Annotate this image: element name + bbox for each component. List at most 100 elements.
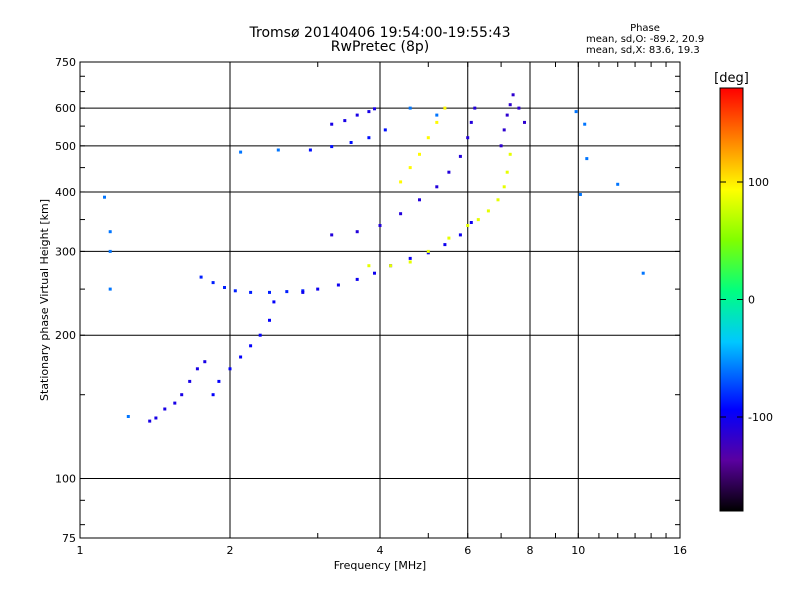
echo-point	[616, 182, 620, 186]
echo-point	[496, 198, 500, 202]
echo-point	[447, 236, 451, 240]
echo-point	[418, 152, 421, 156]
echo-point	[508, 103, 512, 107]
echo-point	[583, 122, 587, 126]
echo-point	[443, 106, 447, 110]
colorbar-tick-label: 0	[748, 294, 755, 307]
echo-point	[336, 283, 340, 287]
x-tick-label: 16	[673, 544, 687, 557]
echo-point	[301, 290, 305, 294]
echo-point	[517, 106, 521, 110]
echo-point	[330, 122, 334, 126]
x-tick-label: 4	[377, 544, 384, 557]
y-tick-label: 100	[55, 473, 76, 486]
echo-point	[389, 264, 393, 268]
echo-point	[272, 300, 276, 304]
echo-point	[355, 277, 359, 281]
phase-stats-x-mode: mean, sd,X: 83.6, 19.3	[586, 45, 700, 56]
echo-point	[458, 154, 462, 158]
echo-point	[233, 289, 237, 293]
echo-point	[458, 233, 462, 237]
echo-point	[268, 318, 271, 322]
x-tick-label: 1	[77, 544, 84, 557]
echo-point	[223, 286, 226, 289]
echo-point	[188, 379, 192, 383]
echo-point	[173, 401, 177, 405]
echo-point	[508, 152, 512, 156]
echo-point	[426, 136, 430, 140]
echo-point	[435, 185, 439, 189]
echo-point	[578, 193, 582, 196]
echo-point	[435, 113, 439, 117]
x-tick-label: 10	[571, 544, 585, 557]
phase-stats-o-mode: mean, sd,O: -89.2, 20.9	[586, 34, 705, 45]
echo-point	[367, 110, 371, 114]
echo-point	[435, 120, 439, 124]
echo-point	[249, 290, 253, 294]
echo-point	[408, 106, 412, 110]
echo-point	[473, 106, 477, 110]
echo-point	[486, 209, 490, 213]
echo-point	[154, 416, 158, 420]
echo-point	[343, 119, 347, 123]
echo-point	[505, 113, 509, 117]
x-tick-label: 8	[527, 544, 534, 557]
echo-point	[301, 289, 305, 293]
echo-point	[466, 224, 470, 227]
phase-stats: Phase mean, sd,O: -89.2, 20.9 mean, sd,X…	[586, 23, 746, 56]
echo-point	[378, 224, 382, 227]
y-tick-label: 400	[55, 186, 76, 199]
chart-subtitle: RwPretec (8p)	[330, 39, 430, 55]
echo-point	[367, 264, 371, 268]
colorbar: [deg] 100 0 -100	[714, 71, 773, 512]
echo-point	[641, 271, 645, 275]
echo-point	[574, 110, 578, 114]
echo-point	[383, 128, 387, 132]
echo-point	[211, 281, 215, 285]
echo-point	[163, 407, 167, 411]
echo-point	[408, 166, 412, 170]
chart-title: Tromsø 20140406 19:54:00-19:55:43	[249, 25, 511, 41]
echo-point	[126, 415, 130, 418]
echo-point	[349, 141, 353, 144]
grid-lines	[80, 62, 680, 538]
echo-point	[239, 150, 243, 154]
echo-point	[408, 260, 412, 264]
echo-point	[523, 120, 526, 124]
echo-point	[466, 136, 470, 140]
echo-points	[103, 93, 645, 423]
y-tick-label: 200	[55, 329, 76, 342]
echo-point	[367, 136, 371, 140]
echo-point	[276, 148, 280, 152]
x-tick-label: 6	[464, 544, 471, 557]
echo-point	[228, 367, 232, 371]
echo-point	[476, 218, 480, 222]
phase-stats-heading: Phase	[630, 23, 660, 34]
echo-point	[108, 287, 112, 291]
echo-point	[426, 249, 430, 253]
echo-point	[316, 287, 320, 291]
colorbar-tick-label: -100	[748, 411, 773, 424]
echo-point	[239, 355, 243, 359]
echo-point	[373, 107, 376, 111]
echo-point	[203, 360, 207, 364]
echo-point	[447, 170, 451, 174]
echo-point	[330, 233, 334, 237]
echo-point	[308, 148, 312, 152]
x-tick-label: 2	[227, 544, 234, 557]
echo-point	[502, 128, 506, 132]
echo-point	[443, 243, 447, 247]
echo-point	[180, 393, 184, 397]
colorbar-label: [deg]	[714, 71, 749, 86]
echo-point	[108, 230, 112, 234]
echo-point	[355, 230, 359, 234]
echo-point	[217, 379, 221, 383]
axes: 1 2 4 6 8 10 16 75 100 200 300 400 500 600 750 Frequenc…	[38, 56, 687, 572]
echo-point	[469, 120, 473, 124]
echo-point	[103, 195, 106, 199]
y-tick-label: 75	[62, 532, 76, 545]
echo-point	[469, 221, 473, 224]
echo-point	[585, 157, 589, 161]
echo-point	[399, 180, 403, 184]
